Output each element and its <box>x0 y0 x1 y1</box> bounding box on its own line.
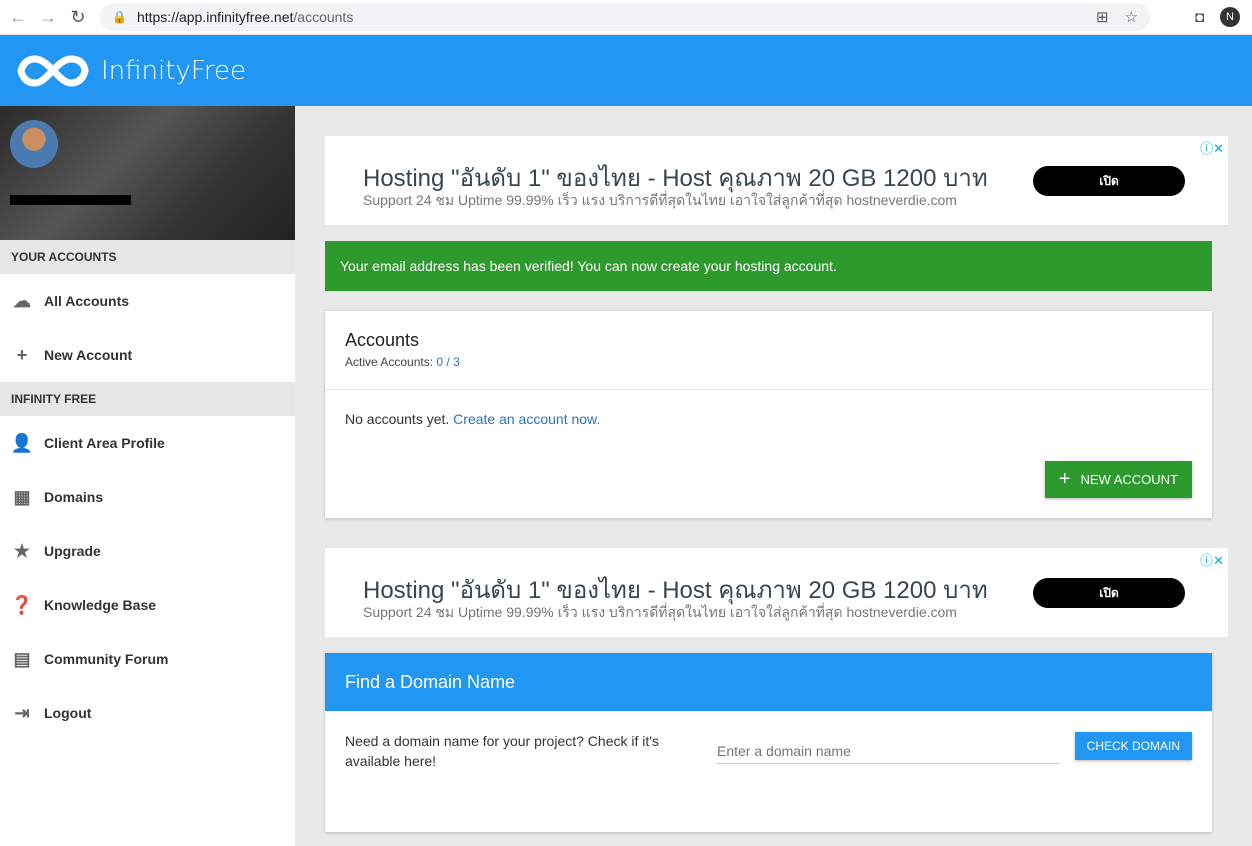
redacted-username <box>10 195 131 205</box>
sidebar-item-label: New Account <box>44 347 133 363</box>
sidebar: YOUR ACCOUNTS ☁ All Accounts + New Account… <box>0 106 295 846</box>
find-domain-card: Find a Domain Name Need a domain name fo… <box>325 653 1212 832</box>
plus-icon: + <box>16 344 28 365</box>
profile-banner <box>0 106 295 240</box>
camera-icon[interactable]: ◘ <box>1194 8 1204 26</box>
accounts-card: Accounts Active Accounts: 0 / 3 No accou… <box>325 311 1212 518</box>
url-path: /accounts <box>293 9 354 25</box>
url-host: https://app.infinityfree.net <box>136 9 294 25</box>
active-accounts-count: 0 / 3 <box>436 355 460 369</box>
main-content: ⓘ✕ Hosting "อันดับ 1" ของไทย - Host คุณภ… <box>325 136 1228 832</box>
star-icon: ★ <box>13 540 31 561</box>
browser-toolbar: ← → ↻ 🔒 https://app.infinityfree.net/acc… <box>0 0 1252 35</box>
sidebar-item-label: Client Area Profile <box>44 435 165 451</box>
ad-subtext: Support 24 ชม Uptime 99.99% เร็ว แรง บริ… <box>363 192 957 208</box>
address-bar[interactable]: 🔒 https://app.infinityfree.net/accounts … <box>100 3 1150 31</box>
ad-info-close-icon[interactable]: ⓘ✕ <box>1200 553 1224 568</box>
find-domain-text: Need a domain name for your project? Che… <box>345 733 659 769</box>
ad-info-close-icon[interactable]: ⓘ✕ <box>1200 141 1224 156</box>
sidebar-item-client-area-profile[interactable]: 👤 Client Area Profile <box>0 416 295 470</box>
person-icon: 👤 <box>10 432 34 453</box>
ad-open-button[interactable]: เปิด <box>1033 166 1185 196</box>
ad-headline: Hosting "อันดับ 1" ของไทย - Host คุณภาพ … <box>363 165 988 192</box>
sidebar-item-label: Upgrade <box>44 543 101 559</box>
sidebar-item-community-forum[interactable]: ▤ Community Forum <box>0 632 295 686</box>
help-icon: ❓ <box>10 594 34 615</box>
forward-icon[interactable]: → <box>39 6 57 27</box>
sidebar-item-upgrade[interactable]: ★ Upgrade <box>0 524 295 578</box>
sidebar-item-new-account[interactable]: + New Account <box>0 328 295 382</box>
verified-alert: Your email address has been verified! Yo… <box>325 241 1212 291</box>
bookmark-star-icon[interactable]: ☆ <box>1124 9 1138 26</box>
sidebar-item-label: Logout <box>44 705 92 721</box>
sidebar-item-domains[interactable]: ▦ Domains <box>0 470 295 524</box>
lock-icon: 🔒 <box>112 10 127 24</box>
sidebar-item-all-accounts[interactable]: ☁ All Accounts <box>0 274 295 328</box>
app-header: InfinityFree <box>0 35 1252 106</box>
find-domain-title: Find a Domain Name <box>325 653 1212 711</box>
translate-icon[interactable]: ⊞ <box>1095 9 1109 26</box>
forum-icon: ▤ <box>13 648 31 669</box>
ad-open-button[interactable]: เปิด <box>1033 578 1185 608</box>
accounts-title: Accounts <box>345 330 420 350</box>
ad-headline: Hosting "อันดับ 1" ของไทย - Host คุณภาพ … <box>363 577 988 604</box>
reload-icon[interactable]: ↻ <box>70 6 86 27</box>
section-infinity-free: INFINITY FREE <box>0 382 295 416</box>
plus-icon: + <box>1058 468 1071 490</box>
sidebar-item-logout[interactable]: ⇥ Logout <box>0 686 295 740</box>
ad-banner-top[interactable]: ⓘ✕ Hosting "อันดับ 1" ของไทย - Host คุณภ… <box>325 136 1228 225</box>
ad-subtext: Support 24 ชม Uptime 99.99% เร็ว แรง บริ… <box>363 604 957 620</box>
no-accounts-text: No accounts yet. <box>345 411 450 427</box>
cloud-icon: ☁ <box>13 290 31 311</box>
new-account-button[interactable]: + NEW ACCOUNT <box>1044 461 1192 498</box>
active-accounts-label: Active Accounts: <box>345 355 434 369</box>
user-avatar <box>10 120 58 168</box>
sidebar-item-label: All Accounts <box>44 293 130 309</box>
infinity-logo-icon <box>17 54 89 87</box>
sidebar-item-label: Knowledge Base <box>44 597 157 613</box>
sidebar-item-knowledge-base[interactable]: ❓ Knowledge Base <box>0 578 295 632</box>
sidebar-item-label: Domains <box>44 489 104 505</box>
check-domain-button[interactable]: CHECK DOMAIN <box>1074 732 1192 760</box>
ad-banner-middle[interactable]: ⓘ✕ Hosting "อันดับ 1" ของไทย - Host คุณภ… <box>325 548 1228 637</box>
profile-avatar[interactable]: N <box>1220 7 1240 27</box>
create-account-link[interactable]: Create an account now. <box>453 411 601 427</box>
back-icon[interactable]: ← <box>9 6 27 27</box>
new-account-label: NEW ACCOUNT <box>1080 472 1179 487</box>
building-icon: ▦ <box>13 486 31 507</box>
domain-input[interactable] <box>717 739 1059 764</box>
brand-name[interactable]: InfinityFree <box>101 55 246 86</box>
sidebar-item-label: Community Forum <box>44 651 169 667</box>
section-your-accounts: YOUR ACCOUNTS <box>0 240 295 274</box>
logout-icon: ⇥ <box>14 702 30 723</box>
